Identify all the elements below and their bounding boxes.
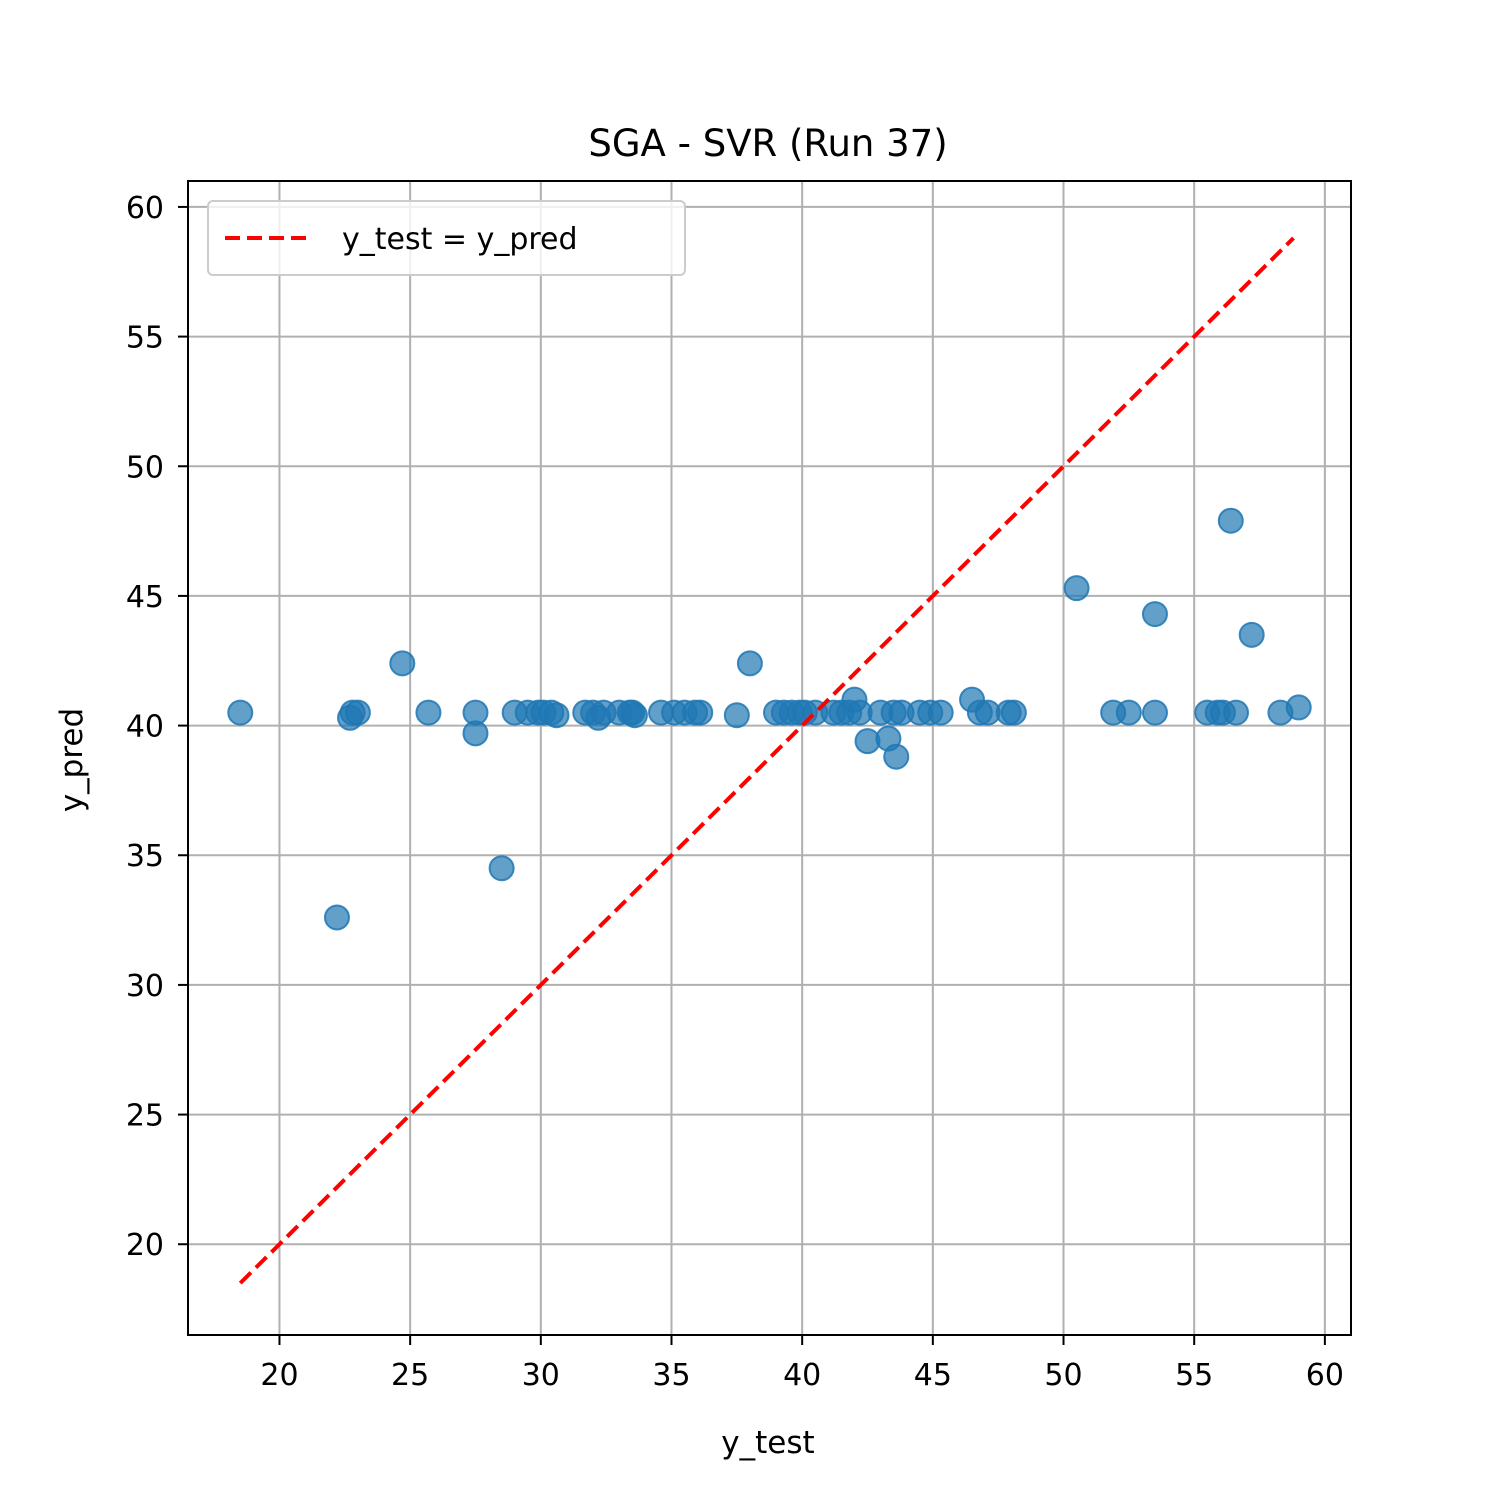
y-tick-label: 45 (126, 580, 164, 615)
y-tick-label: 25 (126, 1099, 164, 1134)
scatter-point (415, 699, 442, 726)
scatter-point (1141, 601, 1168, 628)
legend: y_test = y_pred (207, 200, 686, 276)
scatter-point (1217, 507, 1244, 534)
x-tick-label: 50 (1044, 1358, 1082, 1393)
x-tick-label: 25 (391, 1358, 429, 1393)
scatter-point (543, 702, 570, 729)
chart-title: SGA - SVR (Run 37) (588, 122, 947, 165)
x-axis-label: y_test (721, 1425, 814, 1461)
scatter-point (883, 743, 910, 770)
y-tick-label: 50 (126, 450, 164, 485)
scatter-point (344, 699, 371, 726)
scatter-point (462, 720, 489, 747)
x-tick-label: 30 (522, 1358, 560, 1393)
grid-lines (188, 181, 1351, 1335)
legend-label: y_test = y_pred (342, 222, 578, 257)
scatter-point (736, 650, 763, 677)
scatter-point (927, 699, 954, 726)
scatter-point (488, 855, 515, 882)
scatter-point (621, 702, 648, 729)
legend-box (207, 200, 686, 276)
scatter-point (1141, 699, 1168, 726)
scatter-point (687, 699, 714, 726)
scatter-point (227, 699, 254, 726)
scatter-point (723, 702, 750, 729)
y-tick-label: 20 (126, 1228, 164, 1263)
scatter-point (1000, 699, 1027, 726)
scatter-point (1063, 575, 1090, 602)
scatter-point (323, 904, 350, 931)
y-tick-label: 55 (126, 321, 164, 356)
x-tick-label: 40 (783, 1358, 821, 1393)
plot-frame (187, 180, 1352, 1336)
axis-ticks: 20 25 30 35 40 45 50 55 60 20 25 30 35 40 45 50 55 60 (126, 191, 1344, 1393)
reference-line (238, 236, 1295, 1285)
scatter-point (1285, 694, 1312, 721)
x-tick-label: 45 (914, 1358, 952, 1393)
scatter-points (227, 507, 1312, 931)
scatter-point (1115, 699, 1142, 726)
x-tick-label: 20 (260, 1358, 298, 1393)
x-tick-label: 55 (1175, 1358, 1213, 1393)
y-tick-label: 40 (126, 710, 164, 745)
y-tick-label: 35 (126, 839, 164, 874)
x-tick-label: 35 (652, 1358, 690, 1393)
x-tick-label: 60 (1306, 1358, 1344, 1393)
y-tick-label: 30 (126, 969, 164, 1004)
scatter-point (1223, 699, 1250, 726)
scatter-point (389, 650, 416, 677)
scatter-point (1238, 621, 1265, 648)
y-tick-label: 60 (126, 191, 164, 226)
y-axis-label: y_pred (54, 708, 90, 812)
